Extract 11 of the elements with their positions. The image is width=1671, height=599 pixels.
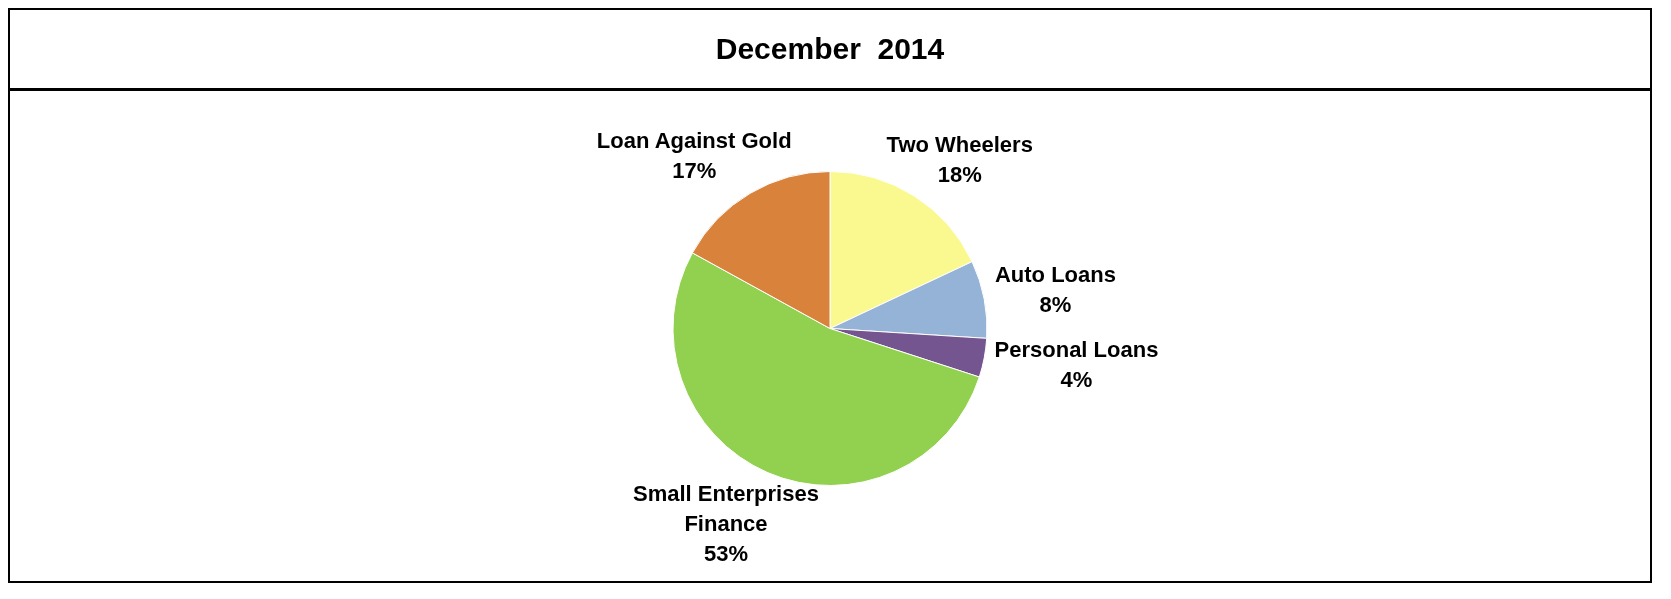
chart-title: December 2014 (10, 10, 1650, 91)
data-label: 4% (1060, 366, 1093, 392)
data-label: 18% (937, 161, 982, 187)
data-label: 53% (703, 540, 748, 566)
slice-label: Two Wheelers (886, 131, 1033, 157)
slice-label: Personal Loans (994, 336, 1159, 362)
slice-label: Small Enterprises Finance (633, 480, 819, 536)
data-label: 8% (1039, 292, 1072, 318)
data-label: 17% (672, 158, 717, 184)
slice-label: Auto Loans (994, 262, 1116, 288)
slice-label: Loan Against Gold (596, 128, 792, 154)
